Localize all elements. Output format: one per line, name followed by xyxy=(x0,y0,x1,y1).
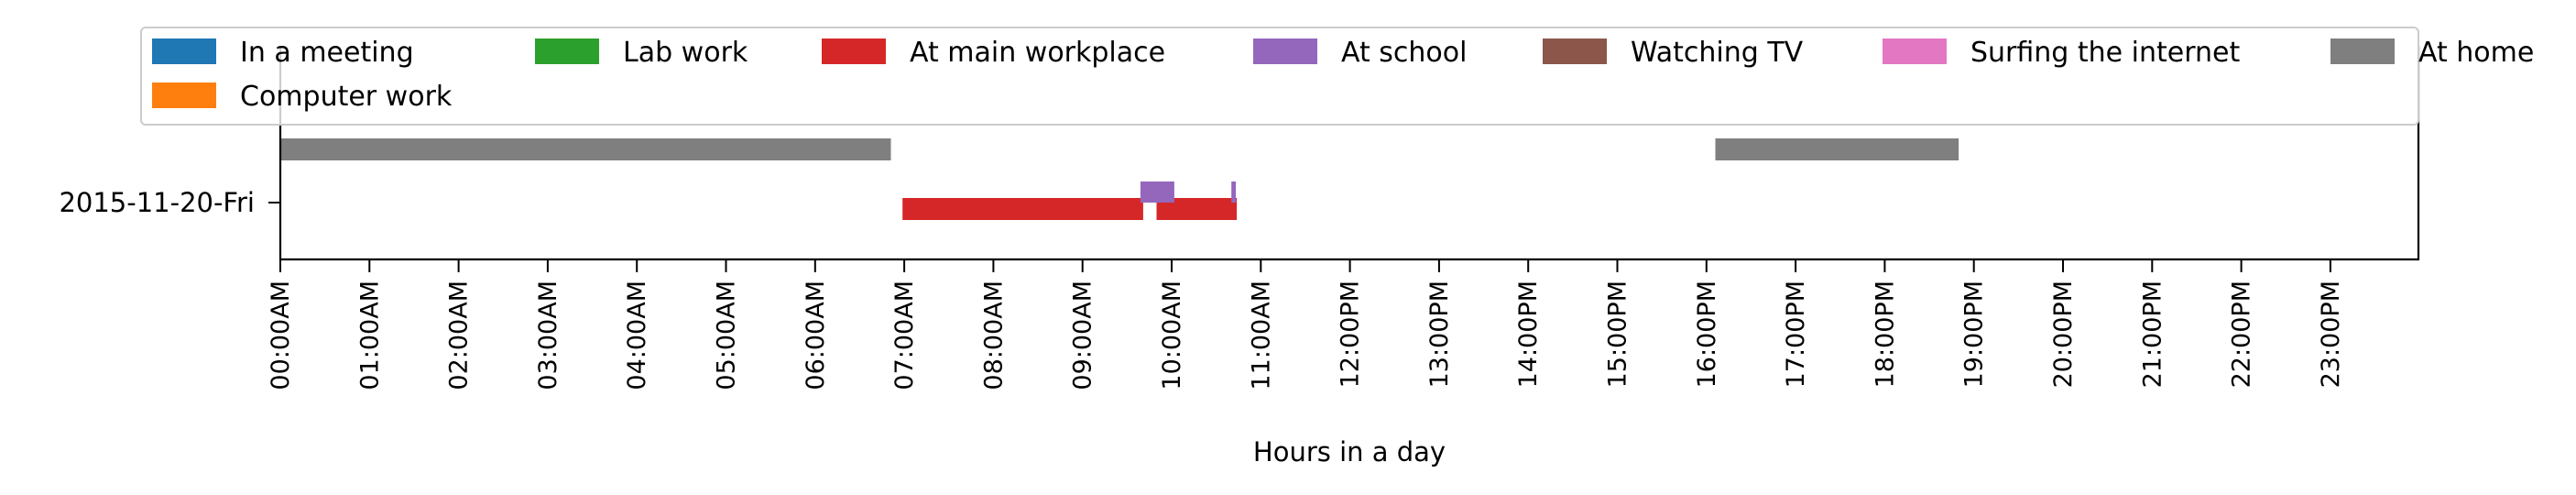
legend-label-watching-tv: Watching TV xyxy=(1631,37,1804,69)
x-tick-label: 00:00AM xyxy=(267,280,295,390)
segment-at-home-1 xyxy=(1715,138,1959,160)
legend-label-at-school: At school xyxy=(1341,37,1467,69)
legend-label-in-a-meeting: In a meeting xyxy=(240,37,414,69)
x-tick-label: 19:00PM xyxy=(1960,280,1989,388)
x-tick-label: 10:00AM xyxy=(1158,280,1186,390)
x-tick-label: 14:00PM xyxy=(1514,280,1543,388)
row-labels-layer: 2015-11-20-Fri xyxy=(59,187,280,218)
legend-label-at-main-workplace: At main workplace xyxy=(910,37,1165,69)
segment-at-school-4 xyxy=(1140,182,1174,203)
x-tick-label: 11:00AM xyxy=(1247,280,1275,390)
row-label: 2015-11-20-Fri xyxy=(59,187,255,218)
segment-at-main-workplace-2 xyxy=(902,198,1143,220)
x-tick-label: 16:00PM xyxy=(1693,280,1721,388)
legend-swatch-lab-work xyxy=(535,38,599,64)
x-tick-label: 02:00AM xyxy=(445,280,474,390)
x-tick-label: 12:00PM xyxy=(1337,280,1365,388)
segment-at-school-5 xyxy=(1231,182,1237,203)
legend-swatch-at-home xyxy=(2330,38,2395,64)
x-tick-label: 03:00AM xyxy=(534,280,562,390)
x-tick-label: 15:00PM xyxy=(1604,280,1632,388)
x-tick-label: 06:00AM xyxy=(802,280,830,390)
legend-swatch-in-a-meeting xyxy=(152,38,216,64)
legend-swatch-surfing-the-internet xyxy=(1883,38,1947,64)
x-tick-label: 07:00AM xyxy=(890,280,919,390)
x-tick-label: 20:00PM xyxy=(2049,280,2078,388)
x-tick-label: 22:00PM xyxy=(2228,280,2256,388)
legend-label-computer-work: Computer work xyxy=(240,81,453,113)
legend-swatch-computer-work xyxy=(152,82,216,108)
legend: In a meeting Computer work Lab work At main… xyxy=(140,27,2534,126)
legend-swatch-watching-tv xyxy=(1543,38,1607,64)
legend-frame xyxy=(140,27,2419,126)
x-tick-label: 23:00PM xyxy=(2317,280,2345,388)
x-axis-label: Hours in a day xyxy=(1253,436,1446,468)
x-tick-label: 05:00AM xyxy=(713,280,741,390)
legend-swatch-at-main-workplace xyxy=(822,38,886,64)
x-tick-label: 21:00PM xyxy=(2138,280,2167,388)
segment-at-home-0 xyxy=(280,138,891,160)
x-tick-label: 01:00AM xyxy=(355,280,384,390)
x-tick-label: 13:00PM xyxy=(1425,280,1454,388)
x-ticks-layer: 00:00AM 01:00AM 02:00AM 03:00AM 04:00AM 05:00… xyxy=(267,259,2345,390)
legend-label-lab-work: Lab work xyxy=(623,37,748,69)
x-tick-label: 04:00AM xyxy=(623,280,651,390)
legend-label-surfing-the-internet: Surfing the internet xyxy=(1970,37,2240,69)
legend-label-at-home: At home xyxy=(2418,37,2534,69)
x-tick-label: 08:00AM xyxy=(979,280,1008,390)
x-tick-label: 09:00AM xyxy=(1069,280,1097,390)
legend-swatch-at-school xyxy=(1253,38,1317,64)
segments-layer xyxy=(280,138,1959,220)
x-tick-label: 17:00PM xyxy=(1782,280,1810,388)
x-tick-label: 18:00PM xyxy=(1871,280,1899,388)
